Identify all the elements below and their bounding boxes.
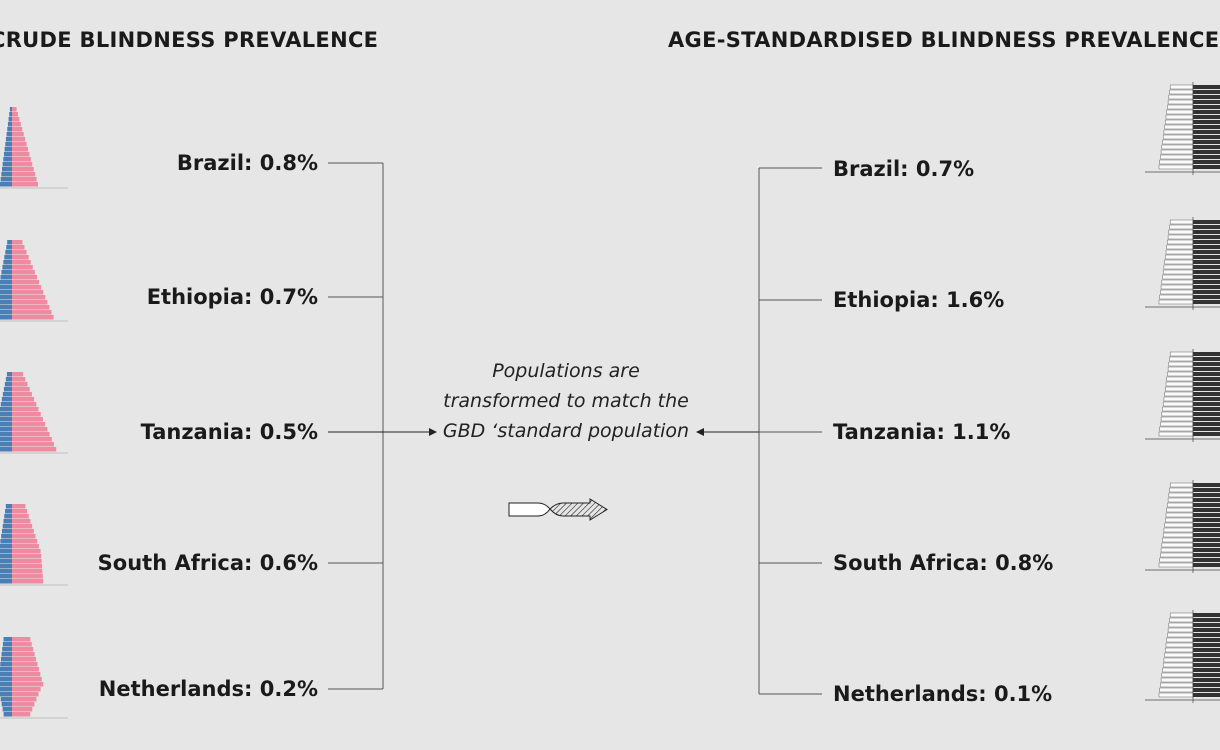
crude-label-netherlands: Netherlands: 0.2% <box>98 677 318 701</box>
standard-population-pyramid-3 <box>1145 349 1220 442</box>
population-pyramid-brazil <box>0 107 68 189</box>
age-std-label-ethiopia: Ethiopia: 1.6% <box>833 288 1005 312</box>
age-std-label-netherlands: Netherlands: 0.1% <box>833 682 1053 706</box>
standard-population-pyramid-4 <box>1145 480 1220 573</box>
crude-label-south-africa: South Africa: 0.6% <box>97 551 318 575</box>
age-std-label-south-africa: South Africa: 0.8% <box>833 551 1054 575</box>
transformation-note: Populations are transformed to match the… <box>442 360 690 442</box>
standard-population-pyramid-5 <box>1145 610 1220 703</box>
population-pyramid-south-africa <box>0 504 68 586</box>
crude-label-brazil: Brazil: 0.8% <box>176 151 318 175</box>
transform-arrow-icon <box>508 498 608 521</box>
age-std-label-brazil: Brazil: 0.7% <box>833 157 975 181</box>
population-pyramid-tanzania <box>0 372 68 454</box>
crude-label-tanzania: Tanzania: 0.5% <box>140 420 318 444</box>
population-pyramid-netherlands <box>0 637 68 719</box>
crude-prevalence-heading: CRUDE BLINDNESS PREVALENCE <box>0 28 379 52</box>
standard-population-pyramid-2 <box>1145 217 1220 310</box>
age-std-label-tanzania: Tanzania: 1.1% <box>833 420 1011 444</box>
age-standardised-prevalence-heading: AGE-STANDARDISED BLINDNESS PREVALENCE <box>668 28 1220 52</box>
population-pyramid-ethiopia <box>0 240 68 322</box>
standard-population-pyramid-1 <box>1145 82 1220 175</box>
crude-label-ethiopia: Ethiopia: 0.7% <box>146 285 318 309</box>
